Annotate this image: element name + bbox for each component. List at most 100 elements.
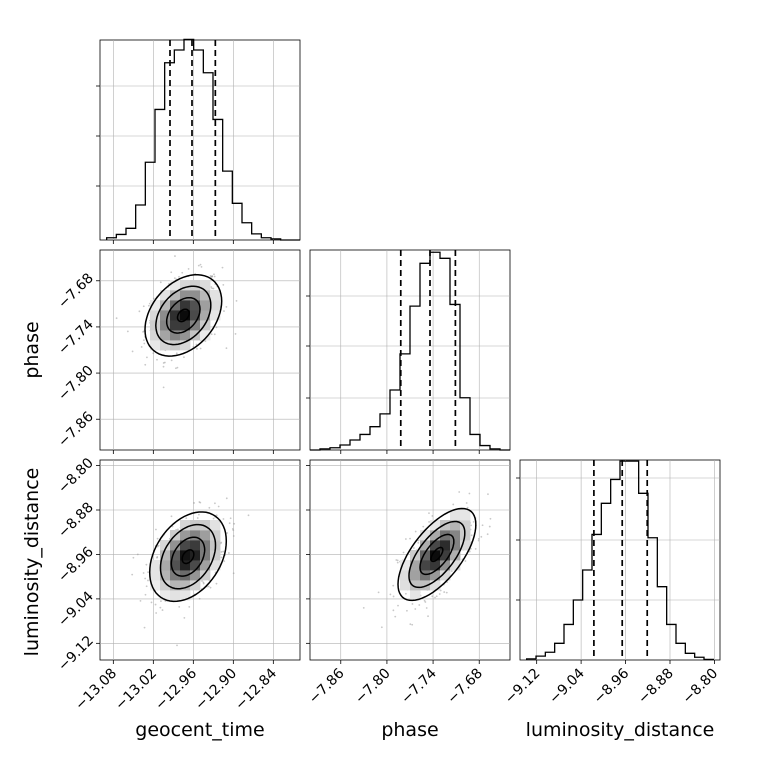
scatter-point (146, 356, 148, 359)
density-cell (450, 560, 461, 571)
panel-geocent-time-histogram (96, 38, 301, 244)
scatter-point (178, 605, 181, 608)
scatter-point (220, 556, 223, 559)
x-tick-label: −8.80 (680, 666, 722, 708)
scatter-point (396, 561, 399, 564)
scatter-point (232, 572, 235, 575)
scatter-point (392, 584, 395, 587)
histogram-step (526, 460, 714, 661)
scatter-point (438, 593, 441, 595)
scatter-point (435, 595, 438, 598)
scatter-point (159, 281, 162, 284)
density-cell (430, 580, 441, 591)
panel-phase-histogram (306, 249, 511, 454)
scatter-point (138, 310, 141, 313)
contour-level (181, 549, 195, 565)
scatter-point (139, 599, 142, 602)
contour-level (430, 546, 444, 563)
density-cell (210, 560, 221, 571)
density-cell (440, 570, 451, 581)
density-cell (160, 580, 171, 591)
scatter-point (131, 350, 134, 353)
scatter-point (468, 550, 471, 553)
scatter-point (136, 553, 139, 556)
density-cell (180, 540, 191, 551)
scatter-point (208, 506, 211, 509)
scatter-point (466, 506, 469, 509)
scatter-point (212, 517, 215, 520)
scatter-point (197, 513, 200, 516)
density-cell (430, 530, 441, 541)
density-cell (170, 570, 181, 581)
density-cell (210, 310, 221, 321)
scatter-point (226, 532, 229, 534)
scatter-point (143, 342, 146, 345)
scatter-point (418, 604, 421, 606)
scatter-point (144, 577, 147, 580)
scatter-point (222, 283, 225, 286)
ticks (96, 280, 274, 454)
scatter-point (445, 591, 448, 594)
density-cell (170, 540, 181, 551)
density-cell (150, 330, 161, 341)
scatter-point (465, 502, 468, 504)
x-tick-labels: −7.86 −7.80 −7.74 −7.68 (306, 665, 486, 707)
scatter-point (209, 586, 212, 589)
scatter-point (150, 601, 153, 604)
scatter-point (176, 366, 179, 369)
scatter-point (221, 266, 224, 269)
scatter-point (472, 520, 475, 523)
scatter-point (159, 606, 162, 609)
density-cell (180, 590, 191, 601)
density-cell (150, 580, 161, 591)
density-cell (190, 540, 201, 551)
panel-phase-vs-luminosity-distance: −7.86 −7.80 −7.74 −7.68 (306, 459, 511, 707)
quantile-lines (593, 460, 649, 660)
scatter-point (213, 273, 215, 276)
scatter-point (142, 330, 144, 333)
y-tick-label: −8.88 (55, 500, 97, 542)
density-cell (160, 340, 171, 351)
density-cell (440, 550, 451, 561)
density-cell (180, 580, 191, 591)
scatter-point (427, 615, 429, 618)
scatter-point (417, 539, 420, 542)
scatter-point (199, 501, 202, 504)
scatter-point (477, 539, 480, 542)
density-cell (180, 290, 191, 301)
contour-level (144, 273, 223, 357)
scatter-point (193, 502, 195, 504)
scatter-point (115, 317, 118, 320)
scatter-point (173, 277, 176, 280)
density-cell (430, 550, 441, 561)
scatter-point (217, 505, 220, 508)
scatter-point (209, 274, 212, 277)
scatter-point (443, 591, 446, 593)
scatter-point (215, 514, 218, 517)
scatter-point (220, 551, 223, 553)
x-tick-label: −8.88 (635, 666, 677, 708)
scatter-point (199, 263, 202, 266)
scatter-point (202, 582, 205, 585)
scatter-point (404, 592, 407, 595)
scatter-point (468, 492, 471, 495)
scatter-point (394, 615, 397, 618)
density-cell (460, 520, 471, 531)
scatter-point (470, 524, 472, 527)
scatter-point (126, 330, 129, 333)
scatter-point (392, 595, 395, 598)
density-cell (430, 540, 441, 551)
ticks (306, 295, 480, 454)
scatter-point (428, 521, 430, 523)
scatter-point (145, 563, 148, 566)
scatter-point (228, 522, 231, 525)
contour-level (155, 285, 212, 346)
contour-level (176, 308, 190, 323)
scatter-point (235, 299, 238, 302)
scatter-point (234, 333, 237, 335)
contour-level (419, 533, 455, 576)
y-tick-label: −7.86 (55, 409, 97, 451)
density-cell (200, 310, 211, 321)
density-cell (400, 570, 411, 581)
